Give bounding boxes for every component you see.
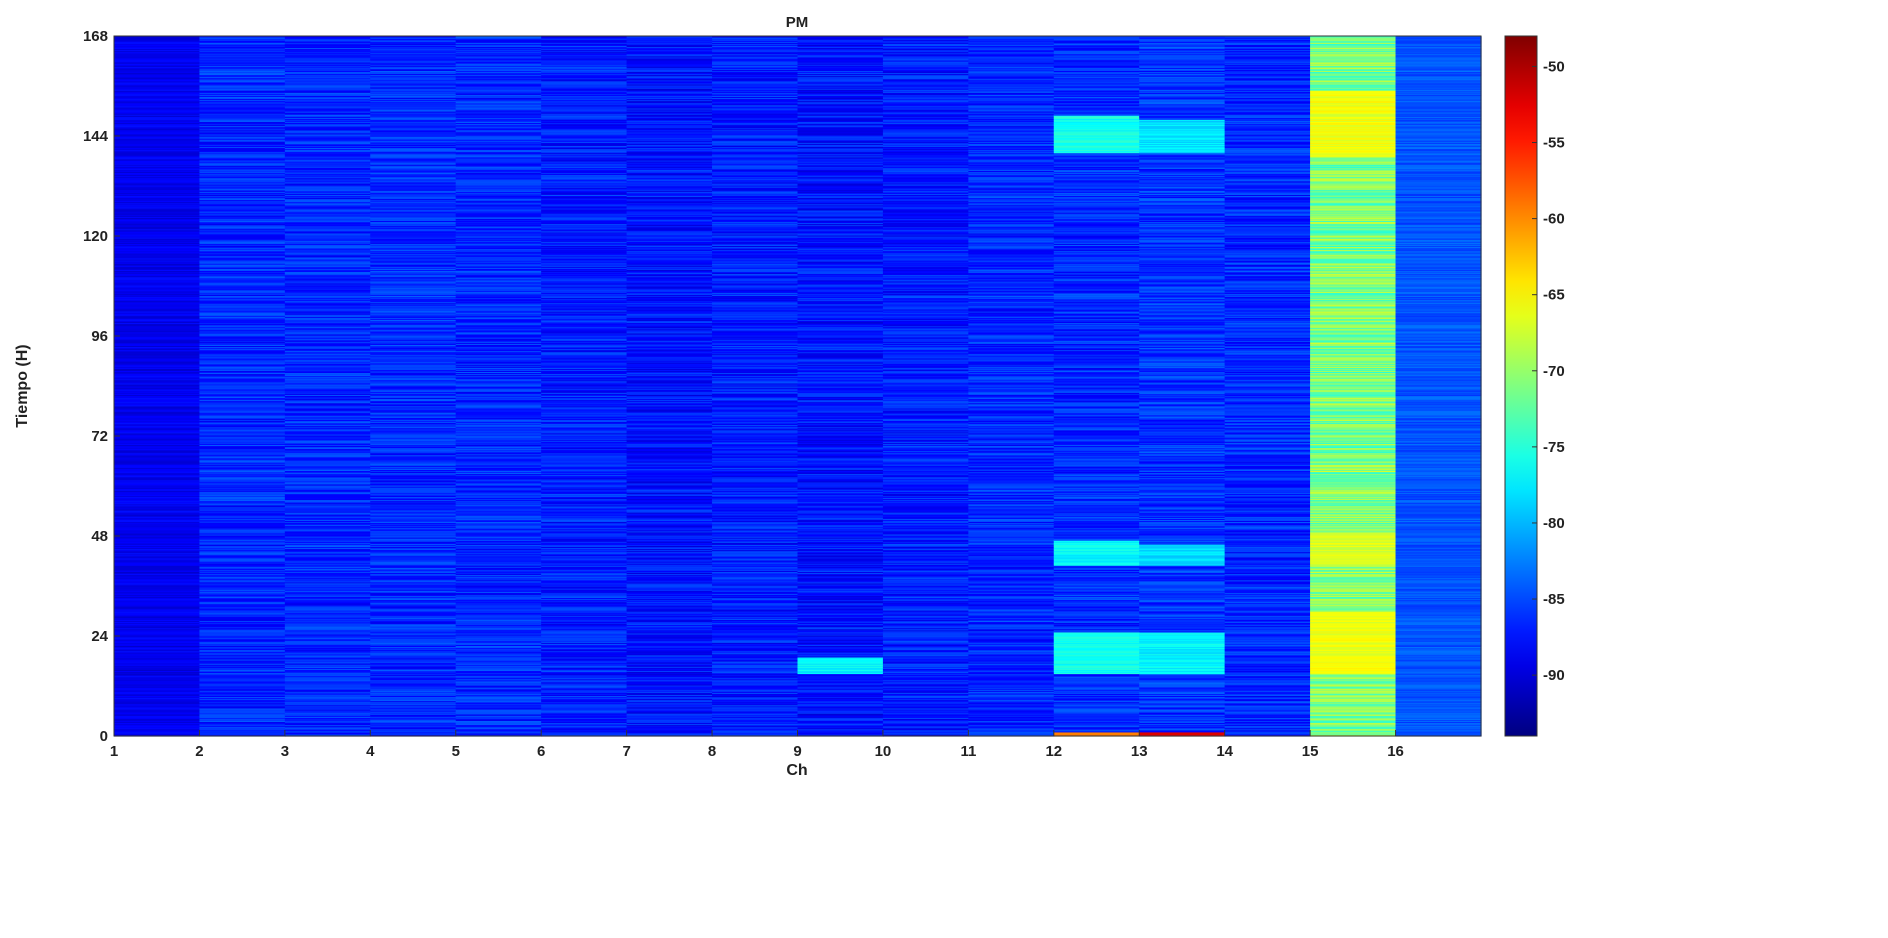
channel-column-8 — [712, 36, 798, 737]
chart-title: PM — [786, 14, 809, 31]
channel-column-7 — [627, 36, 713, 737]
channel-column-3 — [285, 36, 371, 737]
channel-column-1 — [114, 36, 200, 737]
channel-column-2 — [199, 36, 285, 737]
channel-column-6 — [541, 36, 627, 737]
channel-column-5 — [456, 36, 542, 737]
channel-column-4 — [370, 36, 456, 737]
heatmap-cells — [114, 36, 1482, 737]
